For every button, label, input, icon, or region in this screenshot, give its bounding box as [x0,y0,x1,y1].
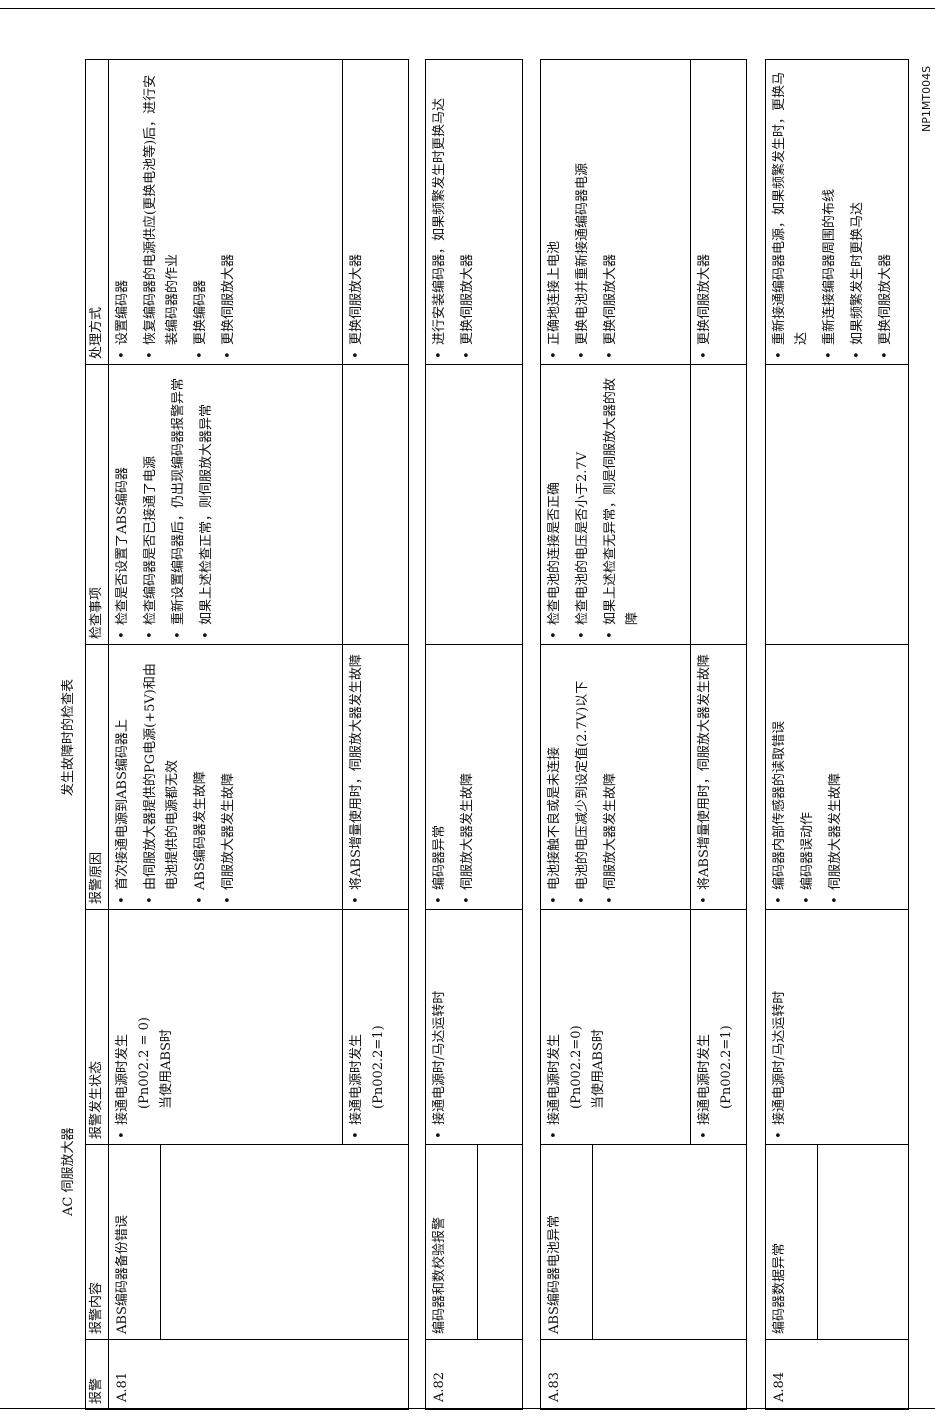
state-item: 接通电源时发生 [112,916,134,1139]
checks-cell [691,365,697,645]
state-cell: 接通电源时发生(Pn002.2=1) [343,910,393,1145]
column-header: 报警发生状态 [89,1060,104,1139]
actions-cell: 设置编码器恢复编码器的电源供应(更换电池等)后，进行安装编码器的作业更换编码器更… [109,60,249,365]
state-cell: 接通电源时/马达运转时 [766,910,794,1145]
causes-cell: 电池接触不良或是未连接电池的电压减少到设定值(2.7V)以下伺服放大器发生故障 [541,645,631,910]
page-title: AC 伺服放大器 [61,1127,76,1216]
state-item: (Pn002.2=1) [719,1025,734,1109]
state-cell: 接通电源时发生(Pn002.2 = 0) 当使用ABS时 [109,910,181,1145]
checks-cell [426,365,432,645]
actions-item: 重新连接编码器周围的布线 [819,66,841,359]
actions-item: 更换编码器 [190,66,212,359]
causes-item: 电池的电压减少到设定值(2.7V)以下 [572,651,594,904]
causes-item: 伺服放大器发生故障 [218,651,240,904]
state-item: (Pn002.2=1) [371,1025,386,1109]
state-item: (Pn002.2 = 0) [137,1017,152,1109]
causes-item: 编码器误动作 [797,651,819,904]
actions-cell: 更换伺服放大器 [343,60,377,365]
doc-id: NP1MT004S [920,65,933,132]
actions-item: 正确地连接上电池 [544,66,566,359]
causes-item: ABS编码器发生故障 [190,651,212,904]
alarm-code: A.82 [432,1371,447,1402]
causes-item: 首次接通电源到ABS编码器上 [112,651,134,904]
actions-cell: 正确地连接上电池更换电池并重新接通编码器电源更换伺服放大器 [541,60,631,365]
actions-item: 更换伺服放大器 [875,66,897,359]
causes-cell: 编码器内部传感器的读取错误编码器误动作伺服放大器发生故障 [766,645,856,910]
checks-item: 检查电池的电压是否小于2.7V [572,371,594,639]
state-cell: 接通电源时发生(Pn002.2=1) [691,910,741,1145]
state-item: 当使用ABS时 [591,1029,606,1109]
actions-item: 恢复编码器的电源供应(更换电池等)后，进行安装编码器的作业 [140,66,184,359]
top-rule [0,8,935,9]
actions-cell: 进行安装编码器，如果频繁发生时更换马达更换伺服放大器 [426,60,488,365]
actions-item: 更换电池并重新接通编码器电源 [572,66,594,359]
actions-item: 如果频繁发生时更换马达 [847,66,869,359]
actions-item: 重新接通编码器电源，如果频繁发生时，更换马达 [769,66,813,359]
causes-cell: 首次接通电源到ABS编码器上由伺服放大器提供的PG电源(+5V)和由电池提供的电… [109,645,249,910]
checks-item: 检查是否设置了ABS编码器 [112,371,134,639]
actions-item: 更换伺服放大器 [457,66,479,359]
alarm-content: ABS编码器备份错误 [115,1215,130,1334]
state-cell: 接通电源时/马达运转时 [426,910,454,1145]
actions-cell: 更换伺服放大器 [691,60,725,365]
actions-item: 更换伺服放大器 [218,66,240,359]
alarm-content: 编码器和数校验报警 [432,1216,447,1334]
causes-item: 编码器内部传感器的读取错误 [769,651,791,904]
causes-cell: 将ABS增量使用时，伺服放大器发生故障 [691,645,725,910]
column-header: 报警内容 [89,1281,104,1334]
alarm-content: 编码器数据异常 [772,1242,787,1334]
checks-item: 检查电池的连接是否正确 [544,371,566,639]
state-item: 当使用ABS时 [159,1029,174,1109]
causes-cell: 编码器异常伺服放大器发生故障 [426,645,488,910]
causes-item: 将ABS增量使用时，伺服放大器发生故障 [694,651,716,904]
alarm-code: A.81 [115,1371,130,1402]
column-header: 报警原因 [89,851,104,904]
causes-item: 电池接触不良或是未连接 [544,651,566,904]
alarm-code: A.83 [547,1371,562,1402]
column-header: 处理方式 [89,306,104,359]
page-subtitle: 发生故障时的检查表 [61,678,76,796]
state-item: 接通电源时发生 [544,916,566,1139]
state-item: 接通电源时发生 [694,916,716,1139]
causes-item: 将ABS增量使用时，伺服放大器发生故障 [346,651,368,904]
checks-item: 如果上述检查无异常，则是伺服放大器的故障 [600,371,644,639]
checks-cell: 检查是否设置了ABS编码器检查编码器是否已接通了电源重新设置编码器后，仍出现编码… [109,365,227,645]
checks-cell [766,365,772,645]
bottom-rule [0,1408,935,1409]
actions-item: 更换伺服放大器 [346,66,368,359]
causes-item: 伺服放大器发生故障 [600,651,622,904]
actions-cell: 重新接通编码器电源，如果频繁发生时，更换马达重新连接编码器周围的布线如果频繁发生… [766,60,906,365]
checks-cell: 检查电池的连接是否正确检查电池的电压是否小于2.7V 如果上述检查无异常，则是伺服… [541,365,653,645]
actions-item: 更换伺服放大器 [694,66,716,359]
causes-item: 编码器异常 [429,651,451,904]
causes-item: 伺服放大器发生故障 [457,651,479,904]
actions-item: 设置编码器 [112,66,134,359]
checks-cell [343,365,349,645]
state-cell: 接通电源时发生(Pn002.2=0) 当使用ABS时 [541,910,613,1145]
state-item: 接通电源时/马达运转时 [429,916,451,1139]
checks-item: 重新设置编码器后，仍出现编码器报警异常 [168,371,190,639]
column-header: 检查事项 [89,586,104,639]
state-item: 接通电源时发生 [346,916,368,1139]
actions-item: 更换伺服放大器 [600,66,622,359]
causes-cell: 将ABS增量使用时，伺服放大器发生故障 [343,645,377,910]
checks-item: 如果上述检查正常，则伺服放大器异常 [196,371,218,639]
state-item: (Pn002.2=0) [569,1025,584,1109]
alarm-content: ABS编码器电池异常 [547,1215,562,1334]
state-item: 接通电源时/马达运转时 [769,916,791,1139]
alarm-code: A.84 [772,1371,787,1402]
checks-item: 检查编码器是否已接通了电源 [140,371,162,639]
actions-item: 进行安装编码器，如果频繁发生时更换马达 [429,66,451,359]
causes-item: 伺服放大器发生故障 [825,651,847,904]
causes-item: 由伺服放大器提供的PG电源(+5V)和由电池提供的电源都无效 [140,651,184,904]
column-header: 报警 [89,1377,104,1404]
